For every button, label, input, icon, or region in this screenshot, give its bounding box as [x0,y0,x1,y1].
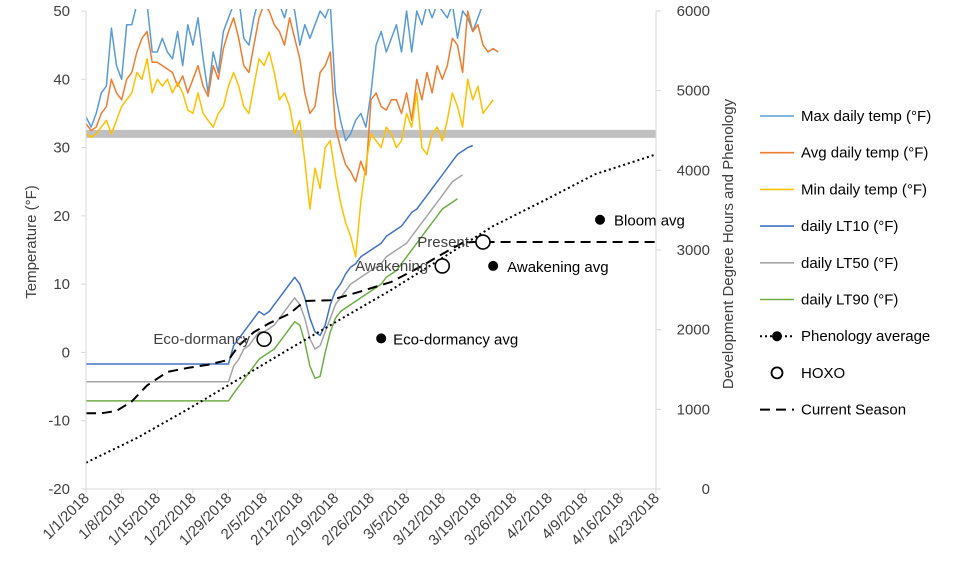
legend-label: daily LT90 (°F) [801,292,898,309]
series-min-daily-temp [86,51,494,258]
legend-label: Current Season [801,402,906,419]
y-right-tick-label: 5000 [677,83,710,100]
hoxo-label: Eco-dormancy [153,331,250,348]
y-right-tick-label: 1000 [677,401,710,418]
y-left-axis-title: Temperature (°F) [23,185,40,299]
y-right-axis-title: Development Degree Hours and Phenology [720,98,737,389]
y-left-tick-label: 10 [53,276,70,293]
phenology-avg-label: Awakening avg [507,259,608,276]
y-left-tick-label: 30 [53,140,70,157]
y-right-tick-label: 3000 [677,242,710,259]
axes-layer: -20 -10 0 10 20 30 40 50 0 1000 2000 3000 4000 5000 60… [23,3,737,549]
y-left-tick-label: -10 [48,413,70,430]
series-max-daily-temp [86,9,483,142]
series-avg-daily-temp [86,9,499,183]
phenology-avg-marker [595,214,606,225]
series-daily-lt90 [86,198,458,402]
series-phenology-average [86,153,656,464]
legend-label: Avg daily temp (°F) [801,145,928,162]
y-right-tick-label: 0 [702,481,710,498]
legend: Max daily temp (°F) Avg daily temp (°F) Mi… [760,108,931,419]
phenology-avg-marker [488,260,499,271]
y-right-tick-label: 2000 [677,322,710,339]
phenology-avg-label: Eco-dormancy avg [393,331,518,348]
marker-layer: Eco-dormancy avg Awakening avg Bloom avg Ec… [153,213,684,349]
hoxo-label: Awakening [355,258,428,275]
y-right-tick-label: 6000 [677,3,710,20]
y-left-tick-label: 50 [53,3,70,20]
y-left-tick-label: -20 [48,481,70,498]
legend-label: Phenology average [801,328,930,345]
hoxo-label: Present [417,234,470,251]
y-left-tick-label: 40 [53,71,70,88]
series-current-season [86,241,656,415]
hoxo-marker [434,258,451,274]
legend-label: Max daily temp (°F) [801,108,931,125]
series-daily-lt10 [86,144,474,365]
hoxo-marker [475,234,491,250]
legend-marker [772,331,782,342]
legend-label: daily LT50 (°F) [801,255,898,272]
legend-label: HOXO [801,365,845,382]
phenology-avg-marker [376,333,387,344]
series-daily-lt50 [86,174,464,383]
phenology-avg-label: Bloom avg [614,213,685,230]
y-left-tick-label: 20 [53,208,70,225]
legend-label: daily LT10 (°F) [801,218,898,235]
series-layer [86,9,656,464]
y-left-tick-label: 0 [62,344,70,361]
hoxo-marker [256,331,272,348]
y-right-tick-label: 4000 [677,162,710,179]
legend-label: Min daily temp (°F) [801,181,927,198]
legend-marker [770,366,784,380]
